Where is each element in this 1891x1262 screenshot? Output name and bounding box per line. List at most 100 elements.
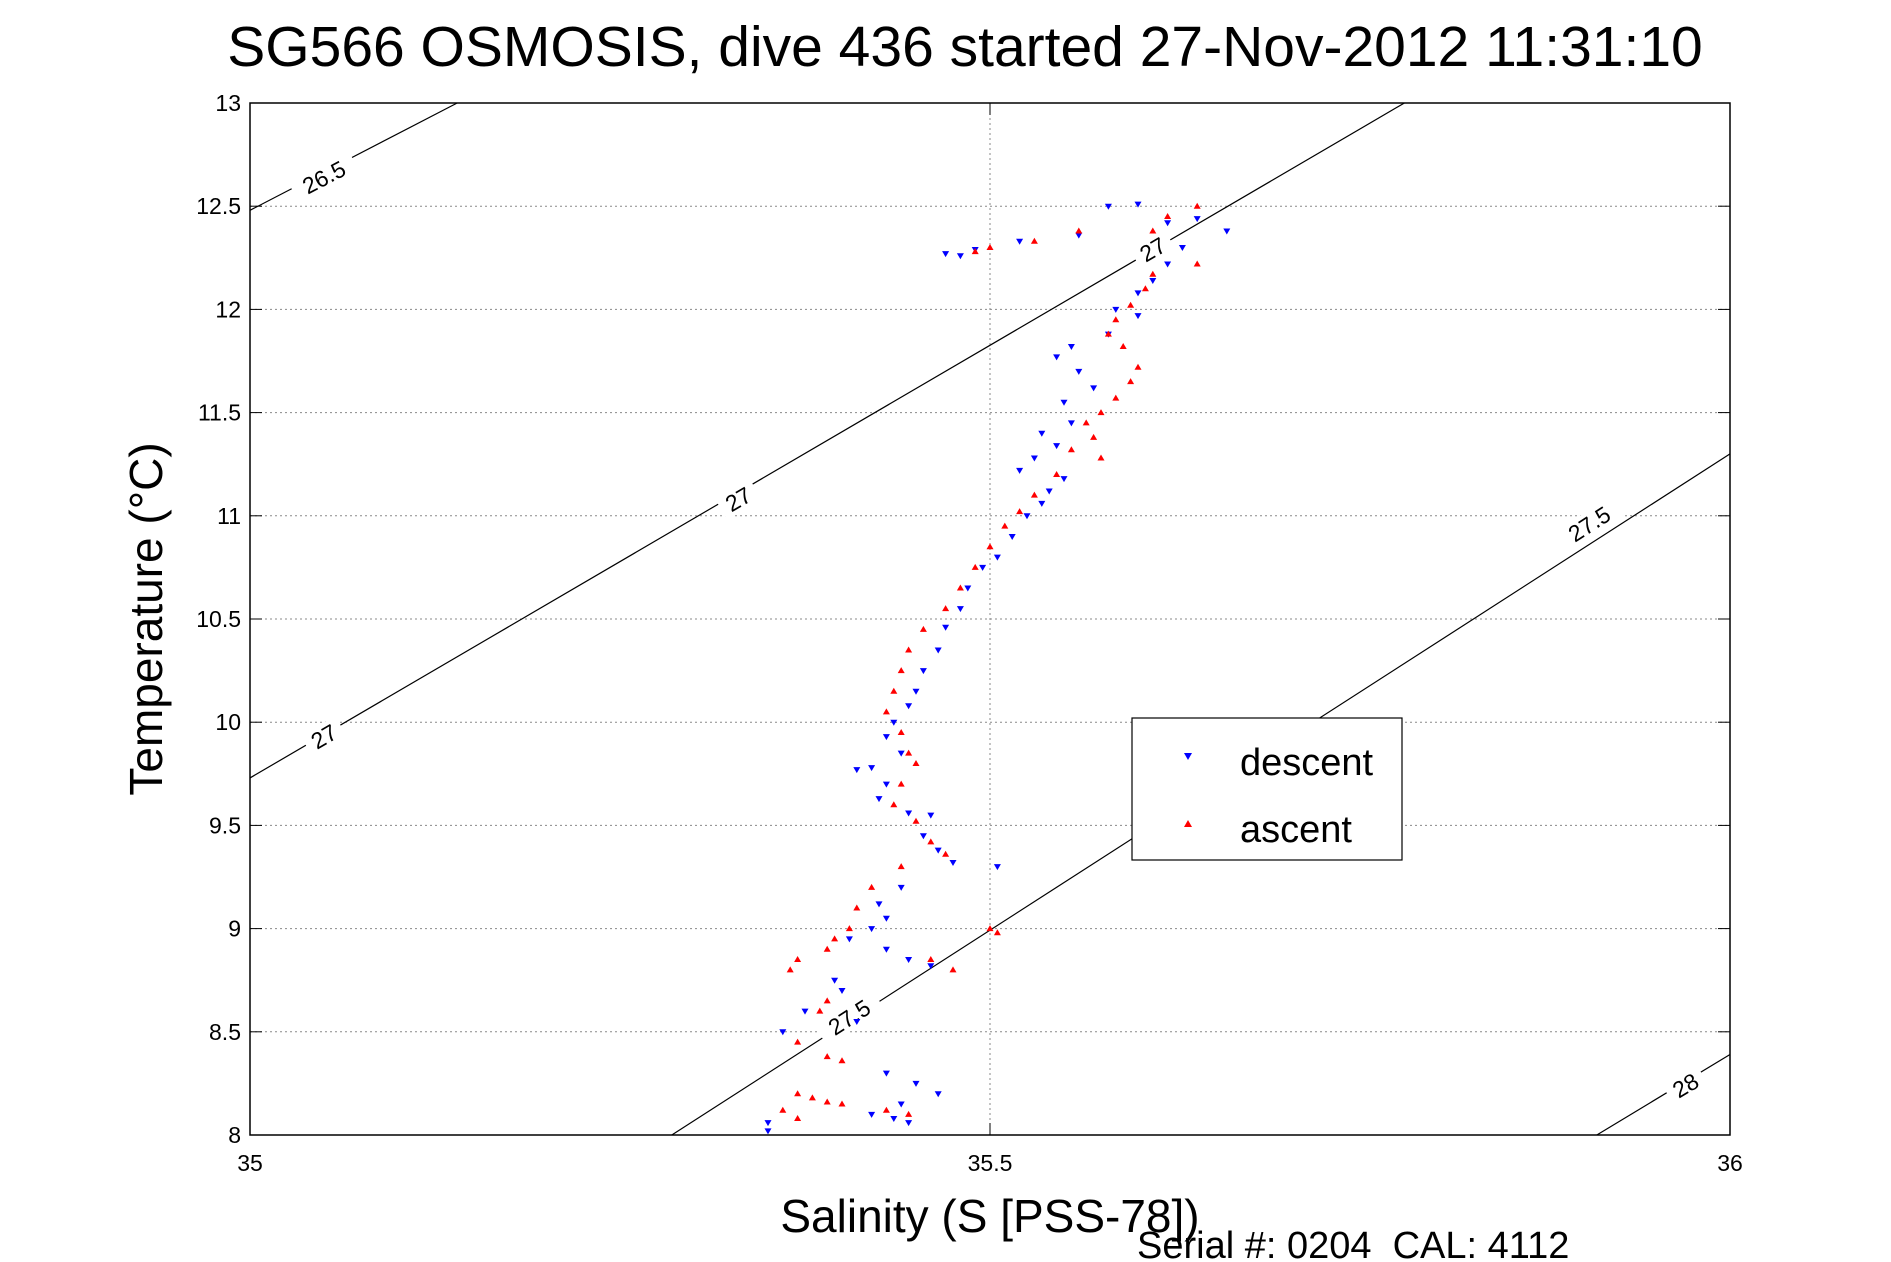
descent-point <box>956 606 964 613</box>
descent-point <box>1075 232 1083 239</box>
y-tick-label: 10 <box>215 709 241 735</box>
ascent-point <box>838 1057 846 1064</box>
descent-point <box>993 864 1001 871</box>
descent-point <box>905 957 913 964</box>
descent-point <box>1193 216 1201 223</box>
contour-line <box>249 102 1405 779</box>
descent-point <box>890 719 898 726</box>
descent-point <box>897 750 905 757</box>
contour-label-bg <box>300 716 348 758</box>
descent-point <box>897 1101 905 1108</box>
ascent-point <box>905 749 913 756</box>
descent-point <box>905 810 913 817</box>
ascent-point <box>993 929 1001 936</box>
ascent-point <box>853 904 861 911</box>
descent-point <box>868 926 876 933</box>
descent-point <box>882 781 890 788</box>
descent-point <box>831 977 839 984</box>
descent-point <box>882 734 890 741</box>
descent-point <box>1149 278 1157 285</box>
contour-label-bg <box>1662 1064 1709 1107</box>
ascent-point <box>1193 260 1201 267</box>
ascent-point <box>905 646 913 653</box>
descent-point <box>905 703 913 710</box>
descent-point <box>1075 368 1083 375</box>
descent-point <box>1134 201 1142 208</box>
descent-point <box>838 988 846 995</box>
legend-descent-label: descent <box>1240 742 1374 784</box>
ascent-point <box>1134 363 1142 370</box>
ascent-point <box>838 1100 846 1107</box>
descent-point <box>779 1029 787 1036</box>
descent-point <box>875 796 883 803</box>
ascent-point <box>1112 394 1120 401</box>
ascent-point <box>1104 330 1112 337</box>
descent-point <box>905 1120 913 1127</box>
y-tick-label: 8 <box>228 1122 241 1148</box>
ascent-point <box>986 925 994 932</box>
legend: descent ascent <box>1131 717 1403 861</box>
ascent-point <box>897 863 905 870</box>
ascent-point <box>823 1053 831 1060</box>
y-axis-label: Temperature (°C) <box>120 442 172 795</box>
x-tick-label: 35.5 <box>968 1150 1013 1176</box>
descent-point <box>949 860 957 867</box>
y-tick-label: 9 <box>228 916 241 942</box>
ascent-point <box>1067 446 1075 453</box>
ascent-point <box>794 1114 802 1121</box>
descent-point <box>1023 513 1031 520</box>
descent-point <box>801 1008 809 1015</box>
descent-point <box>868 765 876 772</box>
descent-point <box>942 251 950 258</box>
ascent-point <box>823 945 831 952</box>
descent-point <box>1038 500 1046 507</box>
ascent-point <box>1075 227 1083 234</box>
descent-point <box>1008 533 1016 540</box>
descent-point <box>875 901 883 908</box>
ascent-point <box>942 850 950 857</box>
ascent-point <box>890 687 898 694</box>
ascent-point <box>779 1106 787 1113</box>
descent-point <box>1164 220 1172 227</box>
x-tick-label: 36 <box>1717 1150 1743 1176</box>
contour-label-bg <box>1554 495 1625 553</box>
descent-point <box>882 1070 890 1077</box>
y-tick-label: 11.5 <box>198 400 241 426</box>
descent-point <box>1067 420 1075 427</box>
descent-point <box>1016 238 1024 245</box>
ascent-point <box>949 966 957 973</box>
ascent-point <box>919 625 927 632</box>
ascent-point <box>1149 227 1157 234</box>
axis-ticks: 35 35.5 36 8 8.5 9 9.5 10 10.5 11 11.5 12 12.5 13 <box>196 90 1743 1176</box>
descent-point <box>919 668 927 675</box>
x-axis-label: Salinity (S [PSS-78]) <box>780 1190 1199 1242</box>
ascent-point <box>1127 301 1135 308</box>
y-tick-label: 12.5 <box>196 193 241 219</box>
ascent-point <box>971 248 979 255</box>
ascent-point <box>971 563 979 570</box>
descent-point <box>882 915 890 922</box>
descent-point <box>1164 261 1172 268</box>
ascent-point <box>1119 343 1127 350</box>
ascent-point <box>890 801 898 808</box>
chart-title: SG566 OSMOSIS, dive 436 started 27-Nov-2… <box>227 15 1702 79</box>
y-tick-label: 12 <box>215 296 241 322</box>
y-tick-label: 8.5 <box>209 1019 241 1045</box>
legend-descent-marker <box>1184 753 1192 760</box>
descent-point <box>853 1018 861 1025</box>
ascent-point <box>1053 471 1061 478</box>
ascent-point <box>845 925 853 932</box>
descent-point <box>882 946 890 953</box>
ascent-point <box>912 759 920 766</box>
ascent-point <box>927 838 935 845</box>
descent-point <box>1223 228 1231 235</box>
ascent-point <box>1001 522 1009 529</box>
descent-point <box>1030 455 1038 462</box>
descent-point <box>1134 290 1142 297</box>
descent-point <box>890 1115 898 1122</box>
ascent-point <box>794 1090 802 1097</box>
serial-cal-footer: Serial #: 0204 CAL: 4112 <box>1137 1225 1569 1262</box>
descent-point <box>1060 399 1068 406</box>
